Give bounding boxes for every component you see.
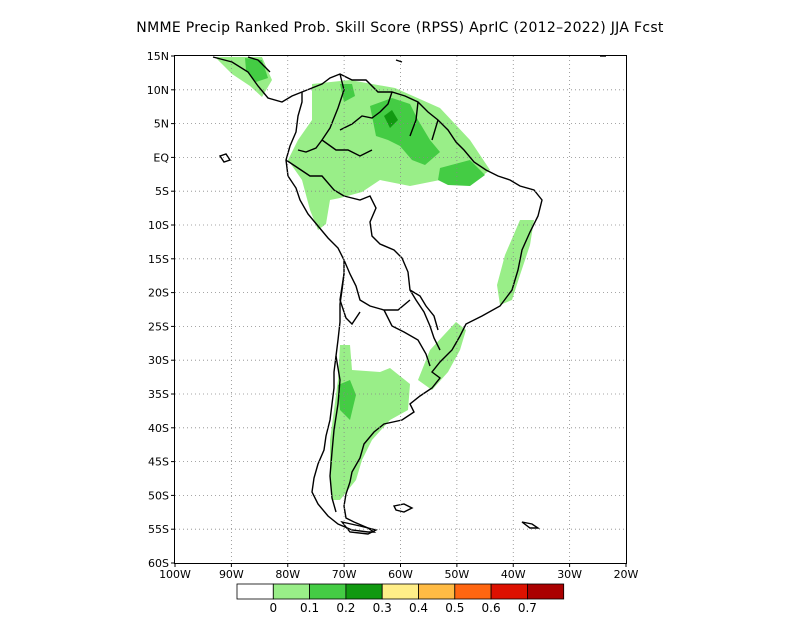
lat-label: 60S: [148, 557, 169, 570]
lon-label: 20W: [614, 568, 639, 581]
lon-label: 60W: [388, 568, 413, 581]
colorbar-swatch: [236, 583, 274, 600]
country-borders: [285, 73, 441, 513]
lat-label: 5S: [155, 185, 169, 198]
lat-label: 50S: [148, 489, 169, 502]
lat-label: 10S: [148, 219, 169, 232]
lat-label: 10N: [147, 84, 169, 97]
lon-label: 100W: [159, 568, 191, 581]
skill-0.2-0.3-areas: [384, 110, 398, 128]
map-title: NMME Precip Ranked Prob. Skill Score (RP…: [136, 20, 664, 36]
colorbar: 0 0.1 0.2 0.3 0.4 0.5 0.6 0.7: [236, 583, 565, 615]
colorbar-swatch: [454, 583, 492, 600]
lon-label: 80W: [275, 568, 300, 581]
colorbar-swatch: [272, 583, 310, 600]
lat-label: 15N: [147, 50, 169, 63]
colorbar-label: 0.7: [518, 601, 537, 615]
lat-label: 20S: [148, 287, 169, 300]
colorbar-swatch: [527, 583, 565, 600]
colorbar-label: 0.6: [482, 601, 501, 615]
colorbar-swatch: [309, 583, 347, 600]
colorbar-label: 0.2: [336, 601, 355, 615]
lon-label: 70W: [332, 568, 357, 581]
skill-fields: [215, 57, 534, 500]
colorbar-label: 0.5: [445, 601, 464, 615]
colorbar-label: 0.1: [300, 601, 319, 615]
colorbar-swatch: [381, 583, 419, 600]
lat-label: EQ: [153, 151, 169, 164]
lon-label: 30W: [557, 568, 582, 581]
lat-label: 40S: [148, 422, 169, 435]
colorbar-label: 0.3: [373, 601, 392, 615]
colorbar-swatch: [490, 583, 528, 600]
colorbar-swatch: [345, 583, 383, 600]
colorbar-label: 0.4: [409, 601, 428, 615]
lat-label: 55S: [148, 523, 169, 536]
colorbar-swatch: [418, 583, 456, 600]
lat-label: 30S: [148, 354, 169, 367]
lon-label: 90W: [219, 568, 244, 581]
lon-label: 50W: [444, 568, 469, 581]
lon-label: 40W: [501, 568, 526, 581]
longitude-labels: 100W 90W 80W 70W 60W 50W 40W 30W 20W: [159, 563, 639, 581]
lat-label: 45S: [148, 456, 169, 469]
lat-label: 35S: [148, 388, 169, 401]
lat-label: 15S: [148, 253, 169, 266]
colorbar-label: 0: [269, 601, 277, 615]
lat-label: 25S: [148, 320, 169, 333]
graticule: [175, 56, 626, 563]
latitude-labels: 15N 10N 5N EQ 5S 10S 15S 20S 25S 30S 35S 40S 45S 50S 5…: [147, 50, 175, 570]
lat-label: 5N: [154, 118, 169, 131]
